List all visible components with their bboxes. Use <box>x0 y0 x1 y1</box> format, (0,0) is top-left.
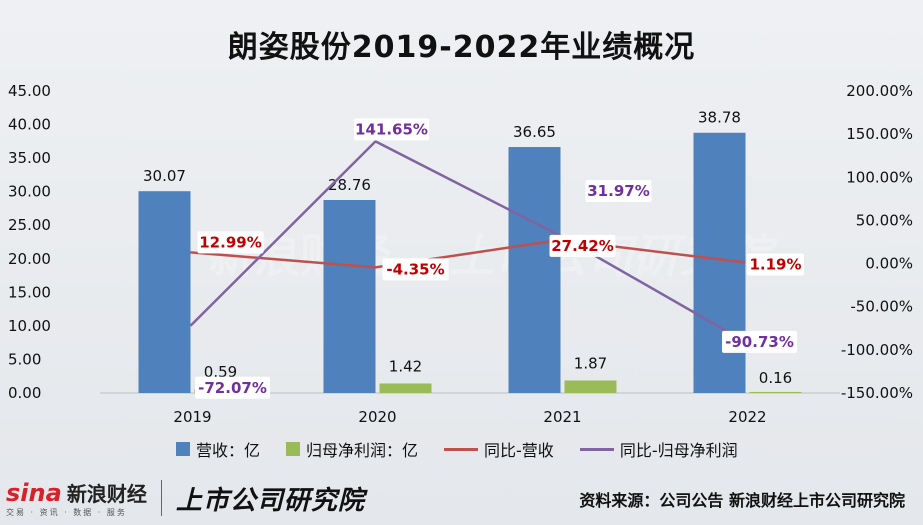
left-axis-tick: 35.00 <box>8 149 51 167</box>
bar-label-net-profit: 0.59 <box>204 363 237 381</box>
legend-swatch-net-profit <box>286 442 301 456</box>
line-label-revenue-yoy: -4.35% <box>386 260 444 278</box>
left-axis-tick: 20.00 <box>8 250 51 268</box>
legend-item-net-profit-yoy: 同比-归母净利润 <box>579 437 738 461</box>
left-axis-tick: 10.00 <box>8 317 51 335</box>
line-label-net-profit-yoy: -72.07% <box>198 379 267 397</box>
bar-label-revenue: 36.65 <box>513 123 556 141</box>
bar-revenue <box>508 147 561 393</box>
bar-label-revenue: 30.07 <box>143 167 186 185</box>
line-label-revenue-yoy-bg <box>382 258 449 281</box>
x-axis-tick: 2021 <box>543 408 581 426</box>
legend-item-net-profit: 归母净利润：亿 <box>286 437 418 461</box>
legend-swatch-revenue-yoy <box>444 447 479 451</box>
bar-label-net-profit: 1.42 <box>389 357 422 375</box>
x-axis-tick: 2019 <box>173 408 211 426</box>
line-net-profit-yoy <box>189 139 747 343</box>
right-axis-tick: -50.00% <box>850 298 913 316</box>
bar-revenue <box>138 191 191 393</box>
line-label-revenue-yoy-bg <box>549 234 616 257</box>
line-label-net-profit-yoy-bg <box>722 330 797 353</box>
right-axis-tick: -100.00% <box>841 341 913 359</box>
legend-label-net-profit: 归母净利润：亿 <box>306 441 419 460</box>
legend-item-revenue-yoy: 同比-营收 <box>444 437 554 461</box>
legend-label-net-profit-yoy: 同比-归母净利润 <box>619 441 738 460</box>
line-revenue-yoy <box>190 238 746 269</box>
left-axis-tick: 45.00 <box>8 82 51 100</box>
left-axis-tick: 15.00 <box>8 283 51 301</box>
bar-net-profit <box>564 380 617 393</box>
left-axis-tick: 25.00 <box>8 216 51 234</box>
source-note: 资料来源：公司公告 新浪财经上市公司研究院 <box>579 491 905 510</box>
line-label-net-profit-yoy: -90.73% <box>725 333 794 351</box>
left-axis-tick: 40.00 <box>8 116 51 134</box>
bar-label-revenue: 38.78 <box>698 109 741 127</box>
legend-label-revenue: 营收：亿 <box>196 441 261 460</box>
bar-label-net-profit: 1.87 <box>574 354 607 372</box>
legend-swatch-net-profit-yoy <box>579 447 614 451</box>
legend-item-revenue: 营收：亿 <box>176 437 260 461</box>
line-label-revenue-yoy-bg <box>197 231 264 254</box>
bar-net-profit <box>749 391 802 393</box>
line-label-net-profit-yoy: 141.65% <box>355 120 428 138</box>
line-label-net-profit-yoy-bg <box>354 118 429 141</box>
line-label-net-profit-yoy-bg <box>195 376 270 399</box>
line-label-revenue-yoy-bg <box>747 253 804 276</box>
left-axis-tick: 5.00 <box>8 350 41 368</box>
institute-name: 上市公司研究院 <box>175 485 365 516</box>
line-label-revenue-yoy: 1.19% <box>749 256 801 274</box>
x-axis-tick: 2020 <box>358 408 396 426</box>
sina-finance-name: 新浪财经 <box>66 482 147 506</box>
sina-tagline: 交易 · 资讯 · 数据 · 服务 <box>6 508 127 517</box>
legend-swatch-revenue <box>176 442 190 456</box>
right-axis-tick: 50.00% <box>856 211 913 229</box>
right-axis-tick: 150.00% <box>846 125 913 143</box>
sina-logo: sina 新浪财经 交易 · 资讯 · 数据 · 服务 <box>6 478 147 518</box>
line-label-net-profit-yoy-bg <box>585 179 652 202</box>
bar-revenue <box>323 199 376 393</box>
right-axis-tick: 0.00% <box>865 255 913 273</box>
bar-net-profit <box>379 383 432 393</box>
line-label-revenue-yoy: 12.99% <box>199 233 261 251</box>
chart-title: 朗姿股份2019-2022年业绩概况 <box>227 30 696 65</box>
right-axis-tick: -150.00% <box>841 384 913 402</box>
brand-divider <box>160 480 162 516</box>
line-label-net-profit-yoy: 31.97% <box>587 182 649 200</box>
left-axis-tick: 0.00 <box>8 384 41 402</box>
x-axis-tick: 2022 <box>728 408 766 426</box>
right-axis-tick: 100.00% <box>846 168 913 186</box>
line-label-revenue-yoy: 27.42% <box>551 237 613 255</box>
left-axis-tick: 30.00 <box>8 183 51 201</box>
legend-label-revenue-yoy: 同比-营收 <box>484 441 554 460</box>
brand-logo: sina 新浪财经 交易 · 资讯 · 数据 · 服务 上市公司研究院 <box>6 478 365 518</box>
bar-label-net-profit: 0.16 <box>759 369 792 387</box>
right-axis-tick: 200.00% <box>846 82 913 100</box>
legend: 营收：亿 归母净利润：亿 同比-营收 同比-归母净利润 <box>176 437 738 461</box>
sina-wordmark: sina <box>6 479 62 507</box>
bar-revenue <box>693 132 746 394</box>
bar-label-revenue: 28.76 <box>328 176 371 194</box>
